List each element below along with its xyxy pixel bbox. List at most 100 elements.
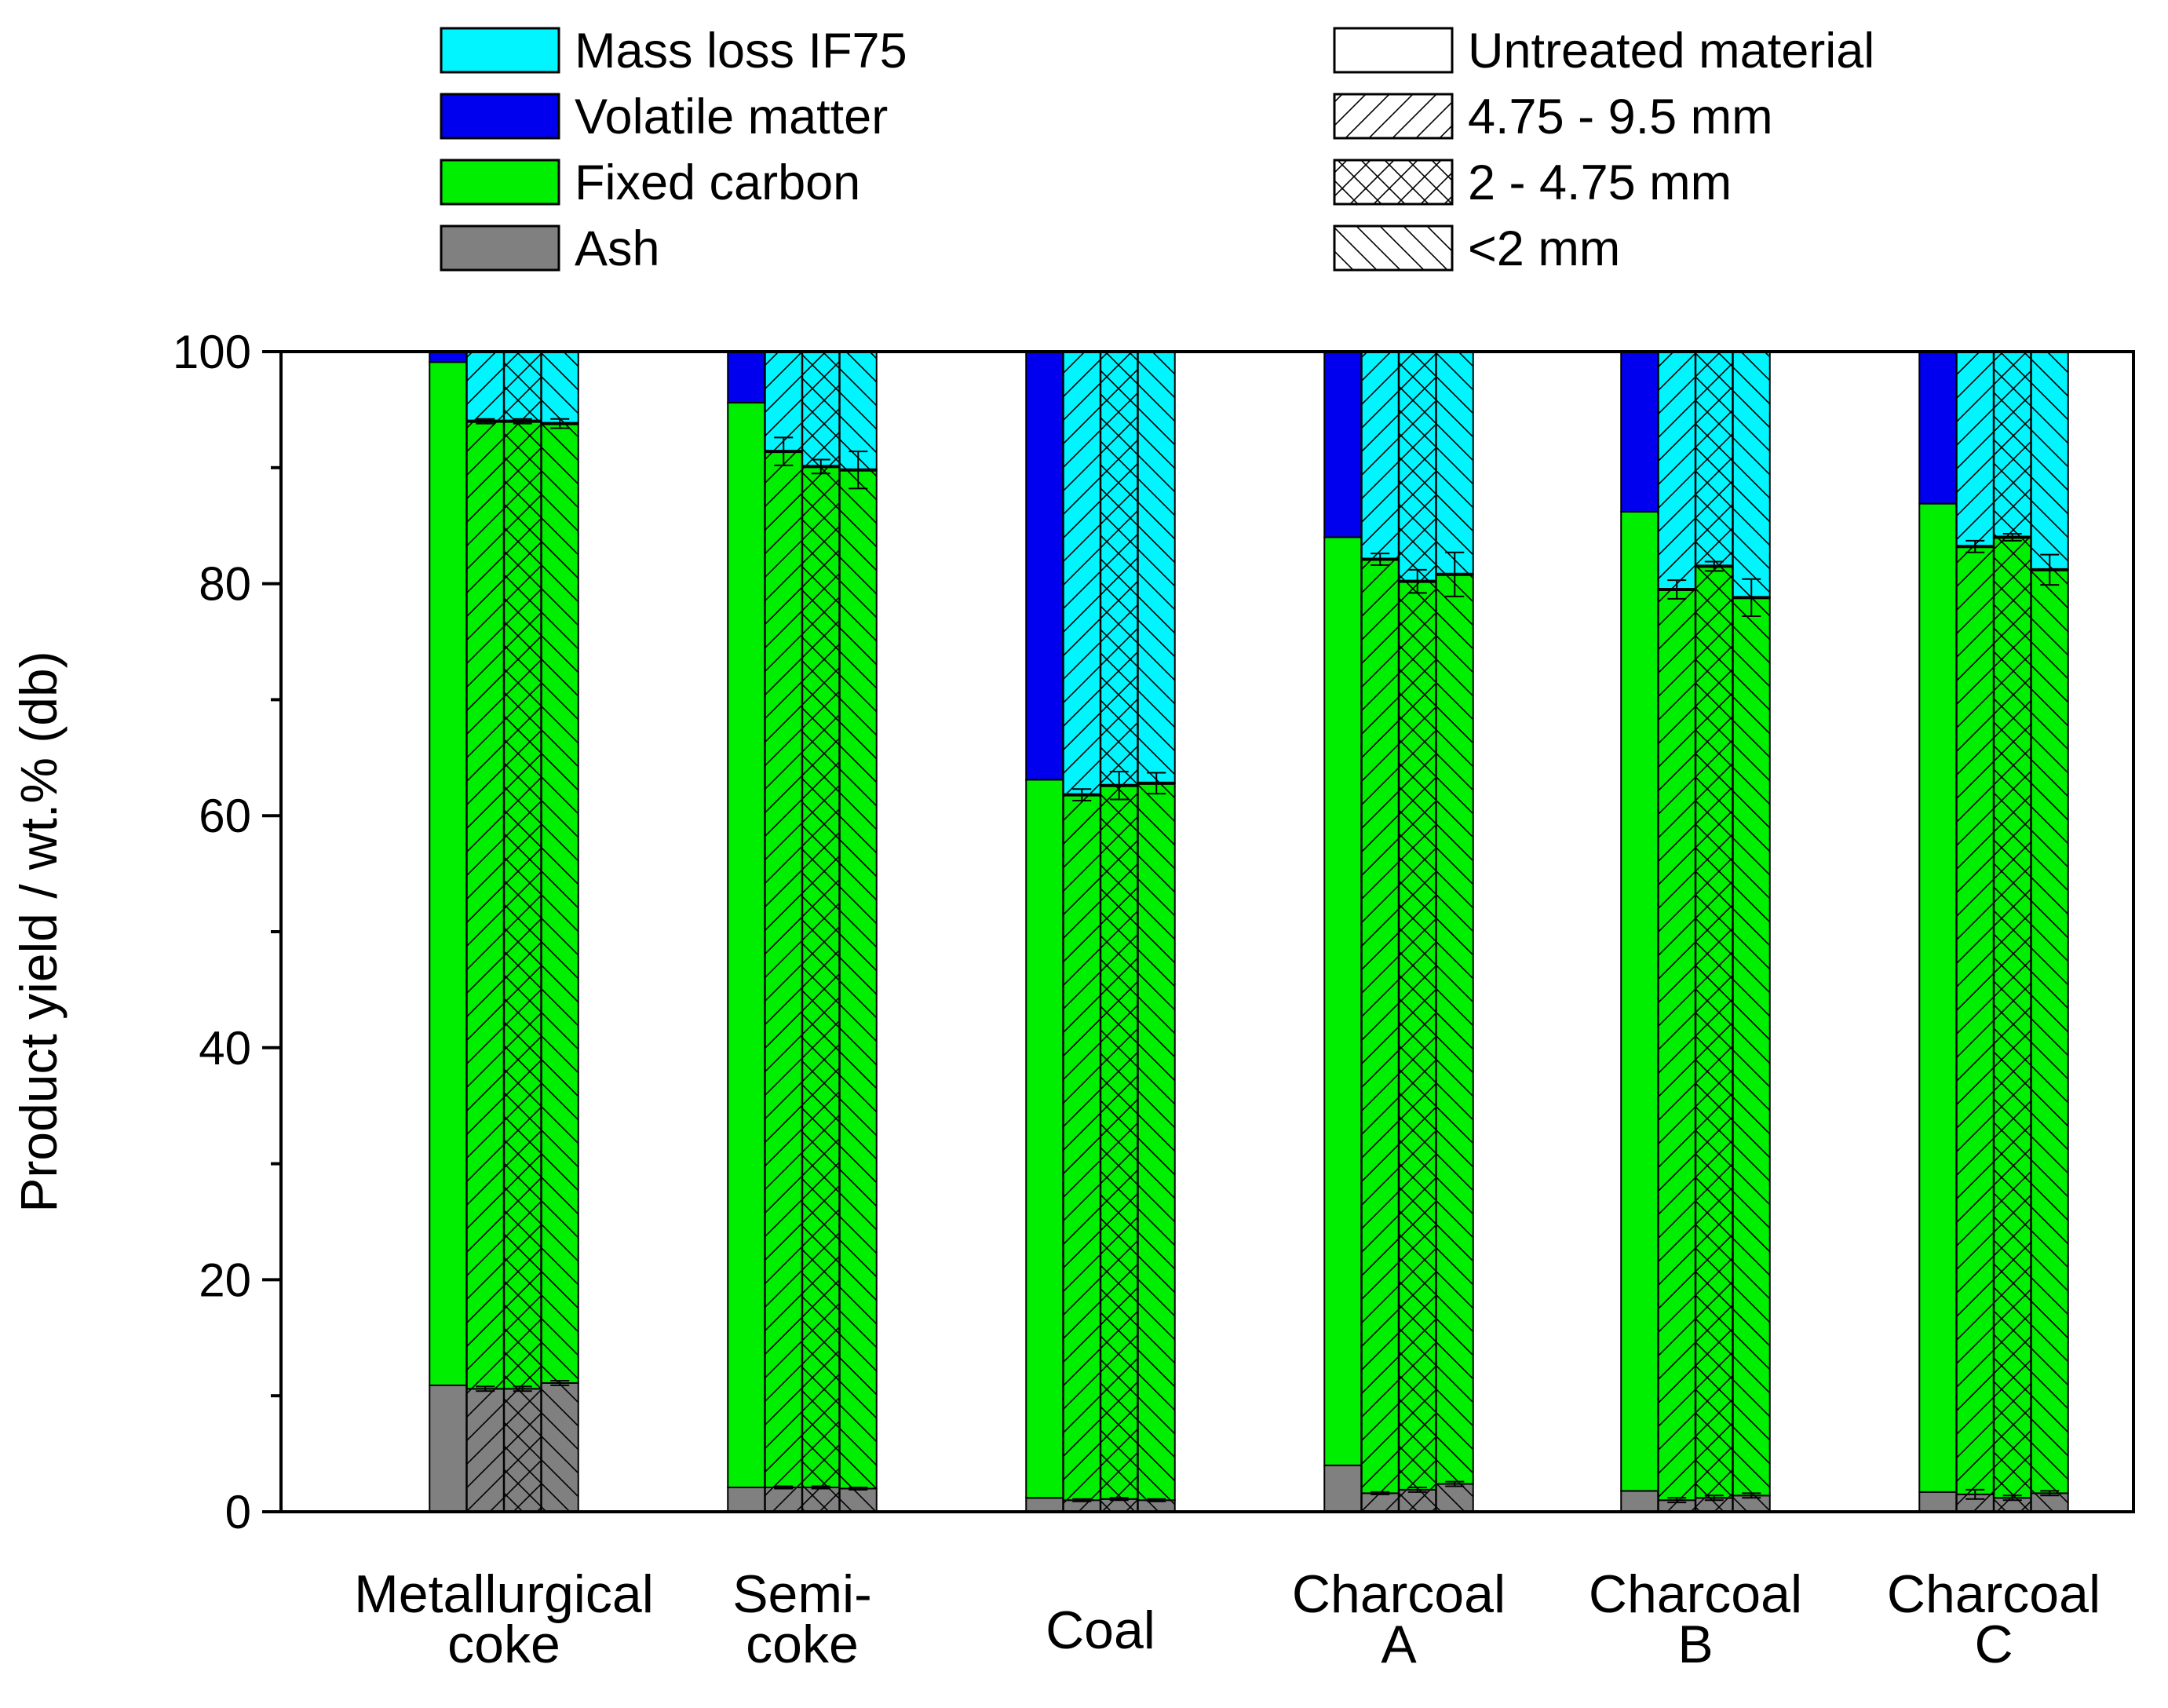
bar-charcoal-c-2-4-75-mm-fixed-hatch	[1994, 537, 2031, 1498]
bar-coal-4-75-9-5-mm-ash-hatch	[1063, 1500, 1100, 1512]
bar-charcoal-b-2-4-75-mm-fixed-error-bar	[1704, 560, 1724, 572]
legend-label: 2 - 4.75 mm	[1468, 155, 1732, 210]
legend-label: Volatile matter	[575, 89, 888, 144]
legend-swatch	[1333, 27, 1454, 74]
bar-metallurgical-coke-2-mm-ash-error-bar	[550, 1379, 570, 1386]
bar-coal-untreated-material-volatile	[1025, 351, 1064, 781]
x-category-label-line: coke	[447, 1615, 560, 1674]
bar-charcoal-a-untreated-material-volatile	[1323, 351, 1363, 538]
bar-coal-4-75-9-5-mm-massloss-hatch	[1063, 352, 1100, 795]
legend-label: Untreated material	[1468, 24, 1874, 78]
bar-charcoal-b-4-75-9-5-mm-fixed-hatch	[1658, 589, 1695, 1501]
bar-charcoal-b-2-mm-ash-hatch	[1732, 1495, 1770, 1512]
bar-charcoal-a-untreated-material-fixed	[1323, 536, 1363, 1466]
y-tick-label-40: 40	[199, 1022, 251, 1075]
legend-label: Ash	[575, 221, 660, 276]
bar-coal-2-4-75-mm-massloss-hatch	[1100, 352, 1138, 786]
bar-metallurgical-coke-4-75-9-5-mm-massloss-hatch	[466, 352, 504, 422]
x-category-label-line: Semi-	[732, 1564, 872, 1624]
legend-label: Fixed carbon	[575, 155, 860, 210]
bar-charcoal-a-2-mm-ash-hatch	[1436, 1484, 1473, 1512]
legend-swatch	[1333, 159, 1454, 206]
bar-charcoal-a-2-mm-fixed-error-bar	[1445, 551, 1465, 597]
x-category-label-2: Semi-coke	[732, 1564, 872, 1674]
bar-charcoal-c-2-4-75-mm-massloss-hatch	[1994, 352, 2031, 538]
y-tick-label-60: 60	[199, 790, 251, 842]
bar-charcoal-a-4-75-9-5-mm-massloss-hatch	[1361, 352, 1399, 560]
bar-semi-coke-2-mm-massloss-hatch	[839, 352, 877, 470]
bar-coal-2-4-75-mm-fixed-error-bar	[1109, 771, 1129, 801]
bar-metallurgical-coke-2-4-75-mm-fixed-hatch	[504, 421, 542, 1389]
legend-item-volatile-matter: Volatile matter	[440, 89, 888, 144]
legend-swatch	[440, 93, 560, 140]
legend-item-mass-loss-if75: Mass loss IF75	[440, 24, 907, 78]
bar-charcoal-b-2-mm-ash-error-bar	[1742, 1492, 1761, 1499]
bar-semi-coke-2-mm-ash-error-bar	[849, 1486, 868, 1491]
bar-charcoal-b-untreated-material-volatile	[1620, 351, 1659, 513]
bar-semi-coke-2-4-75-mm-massloss-hatch	[802, 352, 840, 467]
legend-label: <2 mm	[1468, 221, 1620, 276]
bar-coal-4-75-9-5-mm-fixed-hatch	[1063, 794, 1100, 1501]
bar-coal-2-mm-ash-hatch	[1137, 1500, 1175, 1512]
bar-charcoal-b-4-75-9-5-mm-ash-error-bar	[1667, 1497, 1687, 1504]
x-category-label-line: Coal	[1046, 1600, 1155, 1660]
legend-swatch	[440, 224, 560, 272]
y-tick-label-80: 80	[199, 558, 251, 611]
x-category-label-line: Charcoal	[1887, 1564, 2100, 1624]
bar-charcoal-b-2-mm-fixed-hatch	[1732, 597, 1770, 1496]
bar-semi-coke-4-75-9-5-mm-ash-hatch	[765, 1487, 802, 1512]
bar-metallurgical-coke-2-4-75-mm-ash-hatch	[504, 1389, 542, 1512]
bar-coal-untreated-material-ash	[1025, 1497, 1064, 1513]
legend-item-fixed-carbon: Fixed carbon	[440, 155, 860, 210]
bar-semi-coke-2-mm-fixed-error-bar	[849, 451, 868, 490]
bar-metallurgical-coke-4-75-9-5-mm-fixed-error-bar	[476, 418, 495, 425]
bar-metallurgical-coke-4-75-9-5-mm-ash-error-bar	[476, 1385, 495, 1392]
bar-charcoal-a-2-mm-ash-error-bar	[1445, 1480, 1465, 1487]
bar-metallurgical-coke-2-mm-massloss-hatch	[541, 352, 578, 424]
bar-semi-coke-2-4-75-mm-ash-hatch	[802, 1487, 840, 1512]
bar-semi-coke-2-4-75-mm-fixed-hatch	[802, 466, 840, 1487]
x-category-label-line: A	[1381, 1615, 1417, 1674]
legend: Mass loss IF75 Volatile matter Fixed carbo…	[440, 24, 1874, 276]
legend-item-4-75-9-5-mm: 4.75 - 9.5 mm	[1333, 89, 1773, 144]
bar-semi-coke-4-75-9-5-mm-massloss-hatch	[765, 352, 802, 452]
legend-item-2-4-75-mm: 2 - 4.75 mm	[1333, 155, 1732, 210]
legend-swatch	[440, 27, 560, 74]
y-axis-title: Product yield / wt.% (db)	[9, 651, 68, 1212]
bar-coal-2-mm-ash-error-bar	[1147, 1498, 1166, 1502]
bar-coal-4-75-9-5-mm-fixed-error-bar	[1072, 788, 1092, 801]
bar-charcoal-b-untreated-material-fixed	[1620, 510, 1659, 1492]
bar-metallurgical-coke-2-mm-fixed-hatch	[541, 423, 578, 1383]
legend-label: Mass loss IF75	[575, 24, 907, 78]
bar-charcoal-a-4-75-9-5-mm-ash-hatch	[1361, 1493, 1399, 1512]
x-category-label-line: Charcoal	[1292, 1564, 1506, 1624]
bar-semi-coke-2-4-75-mm-ash-error-bar	[811, 1485, 830, 1490]
bar-charcoal-c-2-4-75-mm-ash-error-bar	[2002, 1494, 2022, 1502]
legend-item-untreated-material: Untreated material	[1333, 24, 1874, 78]
bar-coal-untreated-material-fixed	[1025, 779, 1064, 1499]
bar-charcoal-a-2-4-75-mm-fixed-hatch	[1399, 581, 1436, 1490]
bar-charcoal-a-4-75-9-5-mm-ash-error-bar	[1371, 1491, 1390, 1495]
bar-charcoal-c-4-75-9-5-mm-fixed-hatch	[1956, 546, 1994, 1494]
x-category-label-line: coke	[746, 1615, 859, 1674]
legend-item-ash: Ash	[440, 221, 660, 276]
bar-charcoal-b-2-4-75-mm-massloss-hatch	[1695, 352, 1733, 567]
bar-semi-coke-2-mm-fixed-hatch	[839, 469, 877, 1489]
bar-coal-2-4-75-mm-ash-error-bar	[1109, 1497, 1129, 1502]
bar-charcoal-a-2-4-75-mm-massloss-hatch	[1399, 352, 1436, 582]
bar-charcoal-a-2-mm-fixed-hatch	[1436, 574, 1473, 1484]
bar-semi-coke-untreated-material-fixed	[727, 402, 766, 1488]
bar-metallurgical-coke-2-mm-ash-hatch	[541, 1382, 578, 1512]
bar-semi-coke-2-mm-ash-hatch	[839, 1488, 877, 1512]
bar-charcoal-a-untreated-material-ash	[1323, 1464, 1363, 1513]
bar-charcoal-a-2-4-75-mm-ash-hatch	[1399, 1489, 1436, 1512]
legend-swatch	[1333, 93, 1454, 140]
bar-semi-coke-2-4-75-mm-fixed-error-bar	[811, 458, 830, 475]
bars	[429, 351, 2069, 1513]
bar-semi-coke-4-75-9-5-mm-ash-error-bar	[774, 1485, 794, 1490]
bar-charcoal-c-untreated-material-volatile	[1918, 351, 1958, 505]
